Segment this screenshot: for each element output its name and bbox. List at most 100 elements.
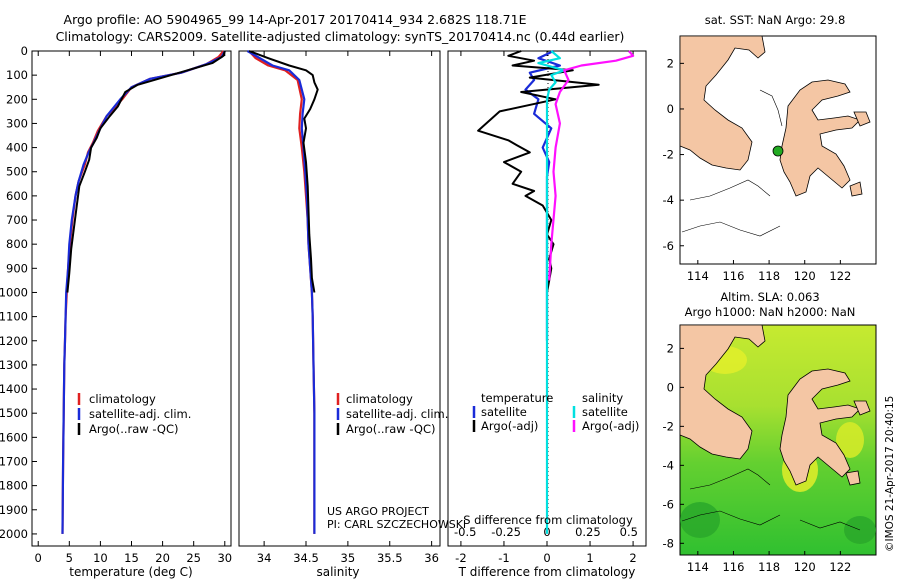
- t-difference-label: T difference from climatology: [458, 565, 636, 579]
- legend-climatology-label: climatology: [346, 392, 413, 406]
- s-difference-label: S difference from climatology: [463, 513, 633, 527]
- sla-map: Altim. SLA: 0.063 Argo h1000: NaN h2000:…: [663, 290, 896, 574]
- longitude-tick-label: 122: [829, 560, 851, 574]
- sla-land: [679, 324, 871, 486]
- depth-tick-label: 1500: [0, 406, 28, 420]
- depth-tick-label: 600: [6, 189, 28, 203]
- x-tick-label: 20: [155, 551, 170, 565]
- latitude-tick-label: -2: [663, 419, 674, 433]
- argo-float-marker: [772, 145, 784, 157]
- sla-contours: [681, 468, 861, 531]
- difference-series: [477, 50, 635, 534]
- depth-tick-label: 500: [6, 165, 28, 179]
- x-tick-label: 0: [35, 551, 42, 565]
- sla-map-axes: 114 116 118 120 122 2 0 -2 -4 -6 -8: [663, 341, 852, 574]
- salinity-x-label: salinity: [316, 565, 359, 579]
- legend-t-argo-label: Argo(-adj): [481, 419, 538, 433]
- difference-legend: temperature satellite Argo(-adj) salinit…: [472, 391, 639, 433]
- series-line-satellite-adj-clim-: [61, 50, 226, 534]
- latitude-tick-label: 2: [667, 56, 674, 70]
- salinity-x-axis: 34 34.5 35 35.5 36: [257, 51, 439, 565]
- series-line-s-satellite: [537, 50, 566, 534]
- depth-tick-label: 800: [6, 237, 28, 251]
- sst-contours: [681, 89, 783, 237]
- latitude-tick-label: -4: [663, 458, 674, 472]
- depth-axis: 0 100 200 300 400 500 600 700 800 900 1000 1100 1200…: [0, 44, 37, 541]
- longitude-tick-label: 116: [722, 269, 744, 283]
- s-diff-tick-label: 0.25: [575, 525, 601, 539]
- series-line-argo-raw-qc-: [66, 50, 226, 293]
- depth-tick-label: 100: [6, 68, 28, 82]
- series-line-s-argo-adj-: [548, 50, 635, 281]
- longitude-tick-label: 114: [687, 560, 709, 574]
- depth-tick-label: 1300: [0, 358, 28, 372]
- s-diff-tick-label: -0.5: [454, 525, 476, 539]
- x-tick-label: 35: [341, 551, 356, 565]
- s-diff-tick-label: 0.5: [620, 525, 638, 539]
- x-tick-label: 36: [424, 551, 439, 565]
- legend-argo-label: Argo(..raw -QC): [89, 422, 179, 436]
- sst-map: sat. SST: NaN Argo: 29.8 114 116 118 120 122…: [663, 13, 877, 283]
- latitude-tick-label: -8: [663, 536, 674, 550]
- depth-tick-label: 1700: [0, 454, 28, 468]
- legend-satellite-label: satellite-adj. clim.: [89, 407, 191, 421]
- depth-tick-label: 1200: [0, 334, 28, 348]
- temperature-panel: 0100200300400500600700800900100011001200…: [0, 44, 232, 579]
- depth-tick-label: 0: [21, 44, 28, 58]
- temperature-x-axis: 0 5 10 15 20 25 30: [35, 51, 232, 565]
- legend-temperature-heading: temperature: [481, 391, 553, 405]
- x-tick-label: -2: [455, 551, 466, 565]
- latitude-tick-label: -2: [663, 148, 674, 162]
- series-line-t-argo-adj-: [477, 50, 600, 293]
- depth-tick-label: 200: [6, 92, 28, 106]
- temperature-x-label: temperature (deg C): [69, 565, 192, 579]
- legend-s-argo-label: Argo(-adj): [582, 419, 639, 433]
- longitude-tick-label: 118: [758, 269, 780, 283]
- longitude-tick-label: 120: [794, 269, 816, 283]
- latitude-tick-label: 0: [667, 380, 674, 394]
- x-tick-label: 1: [586, 551, 593, 565]
- salinity-plot-frame: [238, 50, 441, 547]
- x-tick-label: 25: [186, 551, 201, 565]
- salinity-panel: 34 34.5 35 35.5 36 climatology satellite-adj…: [238, 50, 466, 579]
- longitude-tick-label: 118: [758, 560, 780, 574]
- latitude-tick-label: -4: [663, 193, 674, 207]
- x-tick-label: 5: [66, 551, 73, 565]
- chart-title-line1: Argo profile: AO 5904965_99 14-Apr-2017 …: [64, 12, 527, 27]
- difference-x-axis: -2 -1 0 1 2: [455, 51, 637, 565]
- legend-salinity-heading: salinity: [582, 391, 623, 405]
- x-tick-label: 2: [629, 551, 636, 565]
- depth-tick-label: 1100: [0, 310, 28, 324]
- salinity-legend: climatology satellite-adj. clim. Argo(..…: [336, 392, 448, 436]
- temperature-plot-frame: [31, 50, 232, 547]
- legend-argo-label: Argo(..raw -QC): [346, 422, 436, 436]
- latitude-tick-label: -6: [663, 497, 674, 511]
- difference-panel: -2 -1 0 1 2 -0.5 -0.25 0 0.25 0.5 temperature sa…: [447, 50, 647, 579]
- depth-tick-label: 300: [6, 116, 28, 130]
- project-credit: US ARGO PROJECT: [327, 505, 429, 518]
- depth-tick-label: 2000: [0, 527, 28, 541]
- legend-satellite-label: satellite-adj. clim.: [346, 407, 448, 421]
- x-tick-label: 10: [93, 551, 108, 565]
- depth-tick-label: 900: [6, 261, 28, 275]
- depth-tick-label: 400: [6, 141, 28, 155]
- s-diff-tick-label: -0.25: [491, 525, 521, 539]
- longitude-tick-label: 114: [687, 269, 709, 283]
- latitude-tick-label: -6: [663, 239, 674, 253]
- x-tick-label: 30: [217, 551, 232, 565]
- longitude-tick-label: 116: [722, 560, 744, 574]
- depth-tick-label: 700: [6, 213, 28, 227]
- pi-credit: PI: CARL SZCZECHOWSKI: [327, 518, 466, 531]
- depth-tick-label: 1600: [0, 430, 28, 444]
- depth-tick-label: 1800: [0, 479, 28, 493]
- latitude-tick-label: 2: [667, 341, 674, 355]
- series-line-satellite-adj-clim-: [246, 50, 316, 534]
- sst-map-title: sat. SST: NaN Argo: 29.8: [705, 13, 846, 27]
- depth-tick-label: 1900: [0, 503, 28, 517]
- depth-tick-label: 1000: [0, 285, 28, 299]
- series-line-argo-raw-qc-: [248, 50, 319, 293]
- legend-climatology-label: climatology: [89, 392, 156, 406]
- x-tick-label: -1: [498, 551, 509, 565]
- salinity-difference-axis: -0.5 -0.25 0 0.25 0.5: [454, 525, 638, 539]
- x-tick-label: 15: [124, 551, 139, 565]
